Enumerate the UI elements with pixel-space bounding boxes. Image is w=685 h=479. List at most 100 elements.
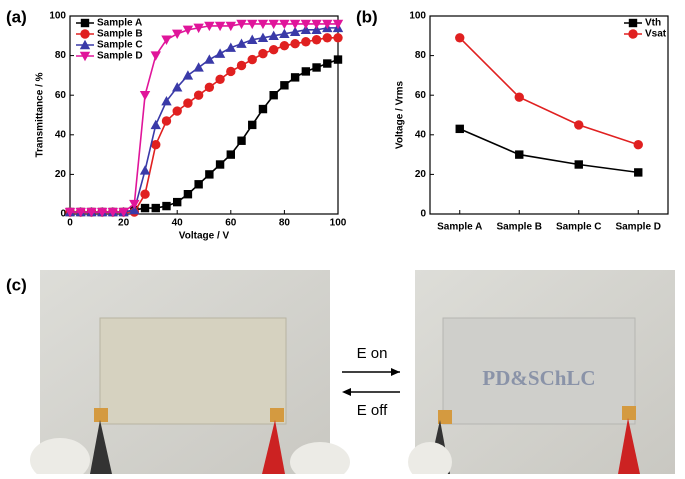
data-point — [574, 160, 583, 169]
legend-label: Sample C — [97, 40, 143, 51]
x-tick-label: Sample D — [615, 222, 661, 233]
data-point — [247, 34, 258, 44]
legend-marker — [80, 29, 90, 39]
data-point — [193, 23, 204, 34]
data-point — [107, 207, 119, 218]
data-point — [248, 120, 257, 130]
data-point — [247, 19, 258, 30]
data-point — [455, 124, 464, 134]
data-point — [140, 203, 150, 213]
y-tick-label: 0 — [60, 209, 66, 220]
data-point — [193, 90, 204, 100]
data-point — [151, 140, 161, 150]
data-point — [182, 25, 194, 36]
data-point — [333, 55, 343, 64]
y-axis-label: Transmittance / % — [35, 72, 46, 157]
data-point — [172, 106, 182, 116]
y-tick-label: 80 — [55, 50, 67, 61]
data-point — [312, 63, 321, 72]
data-point — [204, 82, 215, 92]
legend-marker — [628, 18, 638, 28]
x-tick-label: Sample A — [437, 222, 482, 233]
series-line — [459, 37, 639, 146]
data-point — [311, 19, 322, 30]
panel-label: (c) — [6, 275, 27, 294]
y-tick-label: 20 — [415, 169, 427, 180]
data-point — [215, 74, 225, 85]
data-point — [333, 33, 343, 43]
data-point — [139, 91, 151, 101]
data-point — [215, 160, 225, 169]
data-point — [455, 33, 465, 43]
data-point — [514, 92, 524, 102]
data-point — [96, 207, 108, 218]
data-point — [280, 81, 289, 90]
legend-label: Vsat — [645, 29, 667, 40]
data-point — [204, 21, 215, 32]
film-text: PD&SChLC — [482, 366, 595, 390]
data-point — [311, 35, 322, 45]
x-tick-label: 40 — [172, 218, 184, 229]
legend-label: Sample D — [97, 51, 143, 62]
data-point — [214, 48, 226, 58]
data-point — [173, 197, 182, 207]
data-point — [515, 150, 524, 159]
data-point — [151, 203, 160, 213]
y-axis-label: Voltage / Vrms — [395, 80, 406, 149]
data-point — [225, 21, 236, 32]
data-point — [289, 19, 301, 30]
x-tick-label: 20 — [118, 218, 130, 229]
data-point — [86, 207, 97, 218]
switch-arrows: E on E off — [342, 345, 400, 419]
data-point — [322, 19, 333, 30]
data-point — [301, 67, 311, 76]
data-point — [332, 19, 344, 30]
data-point — [289, 26, 301, 37]
data-point — [279, 28, 290, 39]
data-point — [300, 24, 312, 35]
legend-label: Sample A — [97, 18, 142, 29]
data-point — [574, 120, 584, 130]
series-line — [70, 58, 339, 213]
data-point — [183, 190, 193, 199]
data-point — [161, 35, 172, 45]
data-point — [162, 201, 171, 211]
data-point — [257, 19, 269, 30]
data-point — [150, 119, 161, 130]
y-tick-label: 100 — [409, 11, 426, 22]
x-axis-label: Voltage / V — [179, 231, 230, 242]
x-tick-label: Sample B — [496, 222, 542, 233]
data-point — [634, 168, 643, 177]
y-tick-label: 100 — [49, 11, 66, 22]
data-point — [139, 165, 151, 175]
arrow-label: E on — [357, 345, 388, 362]
data-point — [236, 60, 247, 71]
y-tick-label: 80 — [415, 50, 427, 61]
series-line — [459, 128, 639, 174]
data-point — [237, 136, 246, 145]
data-point — [257, 32, 269, 42]
data-point — [161, 95, 172, 106]
data-point — [633, 140, 643, 150]
data-point — [64, 207, 76, 218]
data-point — [301, 37, 311, 47]
x-tick-label: 60 — [225, 218, 237, 229]
arrow-label: E off — [357, 402, 388, 419]
data-point — [205, 170, 214, 179]
data-point — [268, 44, 279, 55]
data-point — [269, 91, 278, 100]
data-point — [204, 54, 215, 64]
data-point — [322, 33, 332, 43]
legend-marker — [79, 39, 91, 50]
x-tick-label: 100 — [330, 218, 347, 229]
data-point — [75, 207, 86, 218]
data-point — [214, 21, 226, 32]
x-tick-label: 0 — [67, 218, 73, 229]
data-point — [226, 150, 235, 159]
x-tick-label: 80 — [279, 218, 291, 229]
data-point — [290, 73, 300, 82]
legend-label: Sample B — [97, 29, 143, 40]
panel-label: (b) — [356, 7, 378, 26]
data-point — [183, 98, 193, 108]
